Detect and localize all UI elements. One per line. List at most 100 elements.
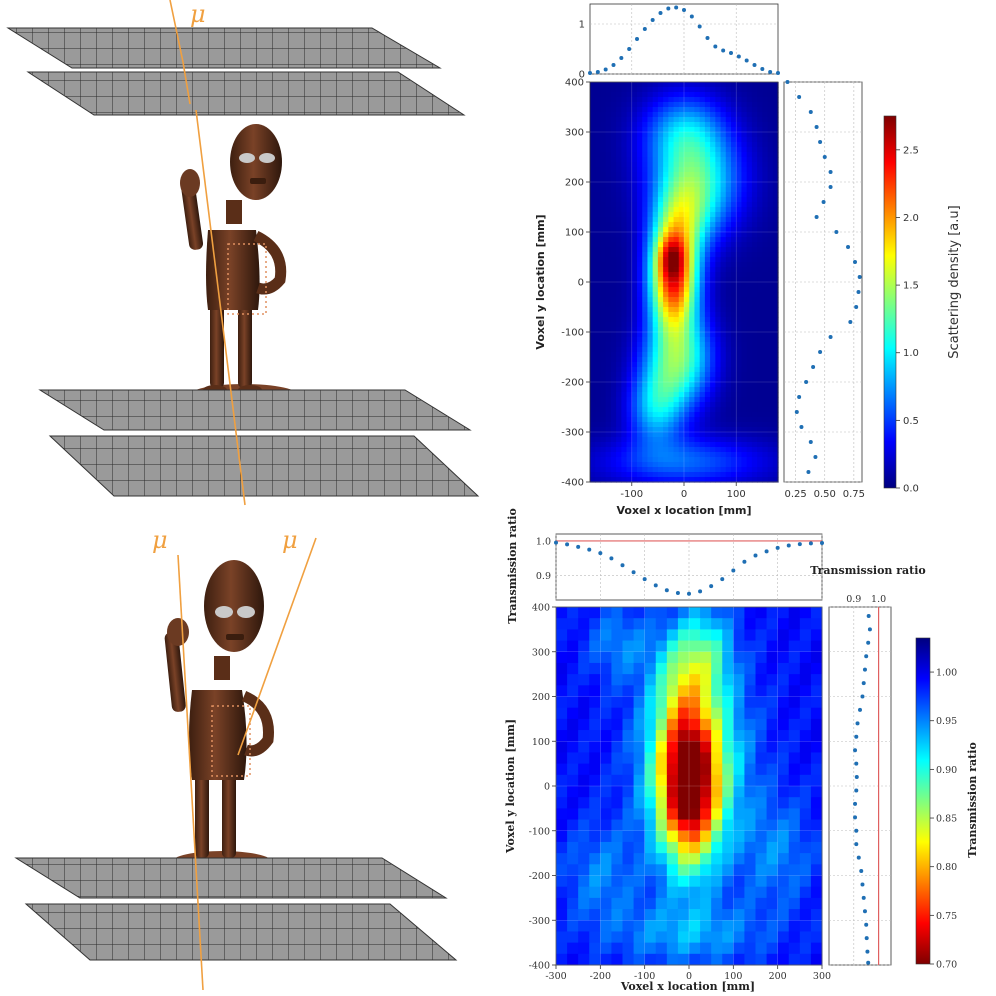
- scatter-top-profile-point: [760, 67, 765, 71]
- scatter-heat-cell: [663, 267, 669, 273]
- trans-heat-cell: [655, 819, 668, 832]
- scatter-heat-cell: [668, 122, 675, 128]
- scatter-heat-cell: [610, 467, 617, 473]
- scatter-heat-cell: [652, 192, 659, 198]
- scatter-heat-cell: [647, 172, 654, 178]
- scatter-heat-cell: [699, 207, 706, 213]
- scatter-heat-cell: [704, 277, 711, 283]
- scatter-top-profile-point: [635, 37, 639, 41]
- scatter-heat-cell: [772, 172, 779, 178]
- scatter-heat-cell: [590, 387, 596, 393]
- scatter-heat-cell: [668, 347, 675, 353]
- scatter-heat-cell: [626, 227, 633, 233]
- trans-heat-cell: [666, 741, 679, 753]
- scatter-heat-cell: [610, 177, 617, 183]
- scatter-heat-cell: [595, 82, 602, 88]
- scatter-heat-cell: [600, 352, 607, 358]
- scatter-heat-cell: [595, 287, 602, 293]
- scatter-heat-cell: [725, 142, 732, 148]
- scatter-heat-cell: [767, 107, 774, 113]
- scatter-heat-cell: [772, 367, 779, 373]
- scatter-heat-cell: [694, 397, 701, 403]
- scatter-heat-cell: [663, 277, 669, 283]
- scatter-heat-cell: [668, 337, 675, 343]
- scatter-heat-cell: [741, 162, 748, 168]
- scatter-heat-cell: [762, 102, 769, 108]
- trans-heat-cell: [744, 897, 756, 910]
- scatter-heat-cell: [642, 292, 649, 298]
- trans-heat-cell: [700, 942, 712, 955]
- scatter-heat-cell: [772, 322, 779, 328]
- scatter-heat-cell: [710, 267, 716, 273]
- scatter-heat-cell: [663, 102, 669, 108]
- scatter-heat-cell: [642, 447, 649, 453]
- scatter-heat-cell: [720, 182, 727, 188]
- scatter-heat-cell: [590, 407, 596, 413]
- scatter-heat-cell: [746, 257, 753, 263]
- scatter-heat-cell: [657, 137, 664, 143]
- trans-heat-cell: [633, 942, 646, 955]
- scatter-heat-cell: [741, 407, 748, 413]
- scatter-heat-cell: [668, 167, 675, 173]
- trans-heat-cell: [567, 864, 579, 876]
- scatter-heat-cell: [595, 227, 602, 233]
- scatter-heat-cell: [637, 147, 643, 153]
- scatter-heat-cell: [757, 107, 763, 113]
- scatter-heat-cell: [736, 372, 743, 378]
- scatter-heat-cell: [652, 227, 659, 233]
- scatter-heat-cell: [694, 277, 701, 283]
- scatter-heat-cell: [595, 152, 602, 158]
- trans-heat-cell: [733, 786, 745, 798]
- trans-colorbar-tick-label: 0.70: [936, 960, 957, 971]
- scatter-heat-cell: [731, 222, 737, 228]
- scatter-heat-cell: [610, 132, 617, 138]
- scatter-heat-cell: [595, 267, 602, 273]
- scatter-heat-cell: [720, 302, 727, 308]
- scatter-heat-cell: [731, 117, 737, 123]
- scatter-right-profile: 0.25 0.50 0.75: [784, 80, 865, 500]
- scatter-heat-cell: [657, 422, 664, 428]
- scatter-ytick-label: 400: [565, 78, 584, 89]
- scatter-heat-cell: [642, 357, 649, 363]
- scatter-heat-cell: [704, 367, 711, 373]
- scatter-heat-cell: [595, 327, 602, 333]
- scatter-heat-cell: [652, 357, 659, 363]
- trans-heat-cell: [644, 953, 657, 966]
- scatter-heat-cell: [642, 342, 649, 348]
- scatter-heat-cell: [600, 237, 607, 243]
- scatter-heat-cell: [720, 162, 727, 168]
- scatter-heat-cell: [621, 182, 628, 188]
- scatter-heat-cell: [772, 292, 779, 298]
- scatter-heat-cell: [710, 262, 716, 268]
- scatter-heat-cell: [736, 257, 743, 263]
- scatter-heat-cell: [694, 237, 701, 243]
- scatter-heat-cell: [673, 197, 680, 203]
- trans-heat-cell: [700, 875, 712, 888]
- trans-heat-cell: [600, 931, 612, 944]
- trans-heat-cell: [600, 752, 612, 765]
- trans-ytick-label: 300: [532, 647, 550, 658]
- scatter-heat-cell: [673, 247, 680, 253]
- scatter-heat-cell: [757, 232, 763, 238]
- scatter-heat-cell: [610, 202, 617, 208]
- scatter-heat-cell: [725, 312, 732, 318]
- trans-heat-cell: [810, 629, 823, 642]
- scatter-heat-cell: [673, 362, 680, 368]
- scatter-heat-cell: [699, 162, 706, 168]
- scatter-heat-cell: [647, 207, 654, 213]
- scatter-heat-cell: [741, 107, 748, 113]
- scatter-heat-cell: [626, 277, 633, 283]
- scatter-heat-cell: [673, 177, 680, 183]
- trans-heat-cell: [567, 953, 579, 966]
- scatter-heat-cell: [668, 377, 675, 383]
- trans-heat-cell: [755, 707, 768, 720]
- scatter-heat-cell: [600, 202, 607, 208]
- scatter-heat-cell: [741, 472, 748, 478]
- scatter-heat-cell: [772, 152, 779, 158]
- scatter-heat-cell: [767, 177, 774, 183]
- scatter-heat-cell: [741, 352, 748, 358]
- scatter-heat-cell: [751, 222, 758, 228]
- scatter-heat-cell: [736, 122, 743, 128]
- scatter-heat-cell: [652, 207, 659, 213]
- scatter-heat-cell: [626, 347, 633, 353]
